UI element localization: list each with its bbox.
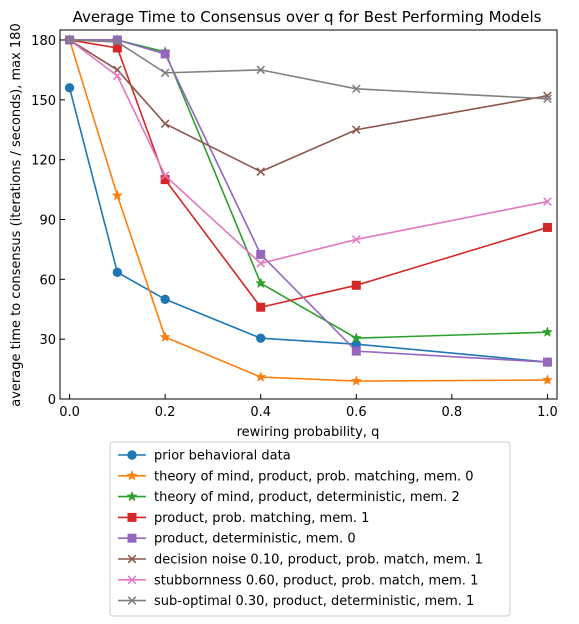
legend: prior behavioral data theory of mind, pro… [109,441,511,617]
data-point [112,35,122,45]
y-axis-label: average time to consensus (iterations / … [9,23,24,406]
series-7 [65,35,552,268]
data-point [160,294,170,304]
data-point [350,375,362,386]
legend-label: product, prob. matching, mem. 1 [154,511,369,526]
x-tick-label: 0.0 [59,405,80,420]
series-line [68,39,548,382]
data-point [351,346,361,356]
y-tick-label: 60 [39,273,56,288]
legend-entry-1: prior behavioral data [118,449,291,464]
data-point [351,125,361,135]
series-5 [65,35,552,367]
series-1 [64,83,553,367]
legend-entry-7: stubbornness 0.60, product, prob. match,… [118,573,478,588]
legend-marker [127,450,137,460]
data-point [65,35,74,45]
data-point [256,259,266,268]
legend-marker [126,469,138,481]
data-point [160,49,170,59]
y-tick-label: 90 [39,213,56,228]
data-point [112,267,123,278]
data-point [64,83,75,93]
x-tick-label: 1.0 [537,405,558,420]
data-point [351,280,361,290]
legend-entry-3: theory of mind, product, deterministic, … [118,490,460,505]
y-tick-label: 180 [31,34,56,49]
plot-area: 0.0 0.2 0.4 0.6 0.8 1.0 0 30 60 90 120 150 180 [31,29,558,420]
data-point [543,94,552,104]
data-point [160,68,170,78]
y-tick-label: 120 [31,154,56,169]
series-line [69,39,548,265]
plot-frame [59,29,558,400]
data-point [111,189,123,201]
series-2 [63,34,554,386]
x-axis-label: rewiring probability, q [237,425,380,440]
legend-label: decision noise 0.10, product, prob. matc… [154,553,483,568]
y-tick-label: 0 [48,393,56,408]
data-point [160,119,170,129]
legend-label: theory of mind, product, deterministic, … [154,490,460,505]
legend-box [109,441,511,617]
series-line [69,39,548,100]
data-point [543,197,552,206]
legend-marker [127,533,137,543]
data-point [351,235,361,244]
legend-marker [127,554,137,564]
legend-entry-5: product, deterministic, mem. 0 [118,532,356,547]
data-point [351,84,361,94]
series-line [69,39,548,363]
x-tick-label: 0.2 [155,405,176,420]
legend-marker [127,512,137,522]
y-tick-label: 30 [39,333,56,348]
series-4 [65,35,552,312]
legend-entry-4: product, prob. matching, mem. 1 [118,511,369,526]
data-point [160,175,170,185]
data-point [256,167,266,176]
data-point [542,222,552,232]
x-tick-label: 0.8 [442,405,463,420]
legend-label: stubbornness 0.60, product, prob. match,… [154,573,478,588]
series-line [69,39,548,309]
data-point [255,277,267,289]
legend-marker [126,490,138,502]
legend-label: product, deterministic, mem. 0 [154,532,356,547]
data-point [160,171,170,180]
series-8 [65,35,552,104]
legend-marker [127,596,137,605]
legend-entry-8: sub-optimal 0.30, product, deterministic… [118,594,474,609]
data-point [256,302,266,312]
data-point [350,332,362,343]
legend-entry-2: theory of mind, product, prob. matching,… [118,469,474,484]
data-point [255,371,267,382]
legend-label: sub-optimal 0.30, product, deterministic… [154,594,474,609]
data-point [159,331,171,342]
x-tick-label: 0.6 [346,405,367,420]
x-tick-label: 0.4 [250,405,271,420]
series-line [69,39,548,339]
legend-label: prior behavioral data [154,449,291,464]
data-point [256,249,266,259]
legend-label: theory of mind, product, prob. matching,… [154,469,474,484]
legend-entry-6: decision noise 0.10, product, prob. matc… [118,553,483,568]
chart-title: Average Time to Consensus over q for Bes… [73,8,542,26]
data-point [113,71,122,81]
data-point [541,374,554,385]
series-line [69,39,548,173]
data-point [541,326,554,337]
data-point [256,65,266,75]
data-point [113,37,122,47]
data-point [256,333,266,343]
y-tick-label: 150 [31,94,56,109]
legend-marker [127,575,137,585]
data-point [542,357,552,367]
series-line [68,87,548,363]
